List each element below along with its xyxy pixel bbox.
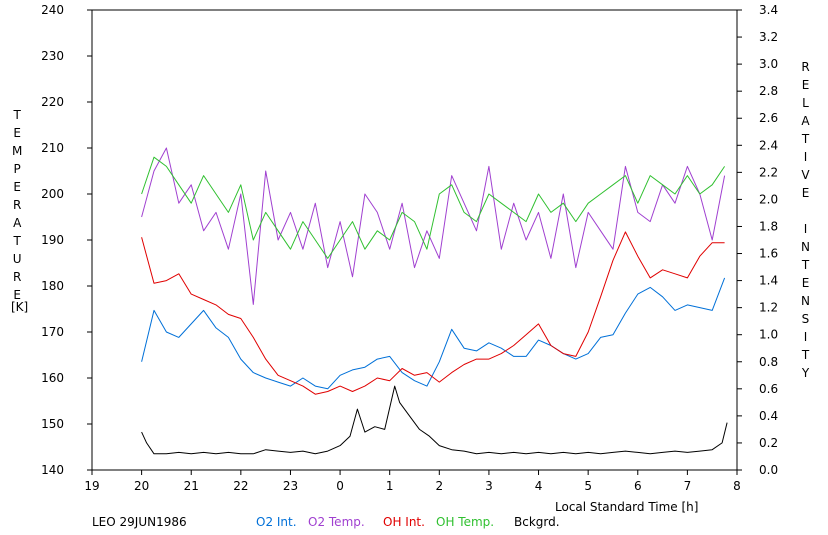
x-tick-label: 21 <box>184 479 199 493</box>
y-axis-right-title-letter: I <box>803 222 808 236</box>
x-tick-label: 5 <box>584 479 592 493</box>
y-axis-left-title-letter: E <box>13 180 21 194</box>
y-right-tick-label: 2.4 <box>759 138 778 152</box>
y-left-tick-label: 170 <box>41 325 64 339</box>
x-tick-label: 0 <box>336 479 344 493</box>
y-right-tick-label: 0.2 <box>759 436 778 450</box>
y-axis-right-title-letter: E <box>801 276 810 290</box>
y-right-tick-label: 1.0 <box>759 328 778 342</box>
y-axis-right-title-letter: T <box>801 348 810 362</box>
y-left-tick-label: 190 <box>41 233 64 247</box>
plot-frame <box>91 9 738 471</box>
y-axis-right-title-letter: T <box>801 132 810 146</box>
y-axis-right-title-letter: S <box>801 312 810 326</box>
series-line-o2-int <box>141 277 726 390</box>
series-line-o2-temp <box>141 147 726 305</box>
series-line-oh-int <box>141 231 725 395</box>
y-right-tick-label: 3.2 <box>759 30 778 44</box>
y-axis-left-title-letter: U <box>12 252 22 266</box>
y-right-tick-label: 1.2 <box>759 301 778 315</box>
y-axis-right-title-letter: N <box>801 240 810 254</box>
legend-o2-temp: O2 Temp. <box>308 515 365 529</box>
y-right-tick-label: 0.0 <box>759 463 778 477</box>
y-axis-left-title-letter: T <box>13 234 21 248</box>
y-right-tick-label: 2.6 <box>759 111 778 125</box>
y-right-tick-label: 1.8 <box>759 219 778 233</box>
y-axis-left-title-letter: A <box>13 216 22 230</box>
x-tick-label: 6 <box>634 479 642 493</box>
legend-bckgrd: Bckgrd. <box>514 515 560 529</box>
y-left-tick-label: 210 <box>41 141 64 155</box>
y-right-tick-label: 0.4 <box>759 409 778 423</box>
y-axis-right-title-letter: L <box>802 96 809 110</box>
x-tick-label: 19 <box>84 479 99 493</box>
y-axis-right-title-letter: E <box>801 186 810 200</box>
x-tick-label: 3 <box>485 479 493 493</box>
y-left-tick-label: 140 <box>41 463 64 477</box>
y-left-tick-label: 230 <box>41 49 64 63</box>
y-left-tick-label: 240 <box>41 3 64 17</box>
x-tick-label: 8 <box>733 479 741 493</box>
y-right-tick-label: 0.8 <box>759 355 778 369</box>
x-tick-label: 4 <box>535 479 543 493</box>
y-right-tick-label: 2.0 <box>759 192 778 206</box>
y-axis-left-unit: [K] <box>11 300 29 314</box>
x-axis-title: Local Standard Time [h] <box>555 500 699 514</box>
y-right-tick-label: 1.4 <box>759 274 778 288</box>
x-tick-label: 23 <box>283 479 298 493</box>
y-right-tick-label: 2.8 <box>759 84 778 98</box>
legend-oh-temp: OH Temp. <box>436 515 495 529</box>
x-tick-label: 2 <box>435 479 443 493</box>
y-right-tick-label: 3.4 <box>759 3 778 17</box>
x-tick-label: 20 <box>134 479 149 493</box>
y-axis-left-title-letter: R <box>13 270 22 284</box>
x-tick-label: 1 <box>386 479 394 493</box>
y-left-tick-label: 180 <box>41 279 64 293</box>
axis-layer: 19 20 21 22 23 0 1 2 3 4 5 6 7 8140150160170180190200… <box>41 3 778 493</box>
y-axis-right-title-letter <box>804 202 808 220</box>
y-right-tick-label: 1.6 <box>759 247 778 261</box>
y-axis-right-title-letter: A <box>801 114 810 128</box>
y-axis-left-title-letter: M <box>12 144 23 158</box>
x-tick-label: 7 <box>684 479 692 493</box>
chart-caption: LEO 29JUN1986 <box>92 515 187 529</box>
legend-o2-int: O2 Int. <box>256 515 297 529</box>
y-axis-right-title-letter: V <box>801 168 810 182</box>
x-tick-label: 22 <box>233 479 248 493</box>
y-right-tick-label: 2.2 <box>759 165 778 179</box>
y-axis-right-title-letter: R <box>801 60 810 74</box>
series-line-bckgrd <box>141 385 728 455</box>
y-left-tick-label: 220 <box>41 95 64 109</box>
y-left-tick-label: 200 <box>41 187 64 201</box>
y-axis-right-title-letter: Y <box>801 366 810 380</box>
legend-oh-int: OH Int. <box>383 515 425 529</box>
y-axis-right-title-letter: I <box>803 330 808 344</box>
y-axis-left-title-letter: R <box>13 198 22 212</box>
y-axis-right-title-letter: I <box>803 150 808 164</box>
y-axis-left-title-letter: P <box>13 162 21 176</box>
y-axis-right-title-letter: N <box>801 294 810 308</box>
y-axis-right-title-letter: T <box>801 258 810 272</box>
series-layer <box>141 147 728 455</box>
y-left-tick-label: 150 <box>41 417 64 431</box>
y-axis-left-title-letter: E <box>13 288 21 302</box>
y-axis-left-title-letter: E <box>13 126 21 140</box>
y-left-tick-label: 160 <box>41 371 64 385</box>
y-axis-left-title-letter: T <box>13 108 21 122</box>
y-right-tick-label: 3.0 <box>759 57 778 71</box>
y-right-tick-label: 0.6 <box>759 382 778 396</box>
y-axis-right-title-letter: E <box>801 78 810 92</box>
series-line-oh-temp <box>141 156 726 259</box>
